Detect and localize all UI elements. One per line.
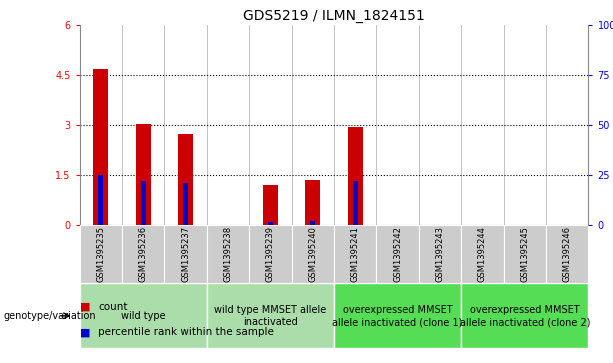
Text: wild type MMSET allele
inactivated: wild type MMSET allele inactivated — [215, 305, 327, 327]
Title: GDS5219 / ILMN_1824151: GDS5219 / ILMN_1824151 — [243, 9, 425, 23]
Bar — [122, 225, 164, 283]
Bar — [310, 221, 316, 225]
Text: GSM1395242: GSM1395242 — [393, 226, 402, 282]
Text: GSM1395238: GSM1395238 — [224, 226, 232, 282]
Bar — [268, 222, 273, 225]
Bar — [419, 225, 461, 283]
Bar — [462, 283, 588, 348]
Bar — [93, 69, 109, 225]
Text: GSM1395236: GSM1395236 — [139, 226, 148, 282]
Bar — [348, 127, 363, 225]
Bar — [504, 225, 546, 283]
Text: count: count — [98, 302, 128, 312]
Text: percentile rank within the sample: percentile rank within the sample — [98, 327, 274, 337]
Bar — [546, 225, 588, 283]
Bar — [334, 283, 461, 348]
Bar — [98, 175, 104, 225]
Bar — [164, 225, 207, 283]
Bar — [305, 180, 321, 225]
Text: GSM1395241: GSM1395241 — [351, 226, 360, 282]
Text: wild type: wild type — [121, 311, 166, 321]
Bar — [136, 123, 151, 225]
Text: GSM1395237: GSM1395237 — [181, 226, 190, 282]
Text: GSM1395243: GSM1395243 — [436, 226, 444, 282]
Text: GSM1395245: GSM1395245 — [520, 226, 530, 282]
Bar — [292, 225, 334, 283]
Bar — [141, 181, 146, 225]
Text: GSM1395239: GSM1395239 — [266, 226, 275, 282]
Text: overexpressed MMSET
allele inactivated (clone 1): overexpressed MMSET allele inactivated (… — [332, 305, 463, 327]
Bar — [376, 225, 419, 283]
Text: ■: ■ — [80, 302, 94, 312]
Bar — [334, 225, 376, 283]
Text: overexpressed MMSET
allele inactivated (clone 2): overexpressed MMSET allele inactivated (… — [460, 305, 590, 327]
Bar — [352, 181, 358, 225]
Bar — [80, 283, 207, 348]
Bar — [178, 134, 193, 225]
Bar — [249, 225, 292, 283]
Text: ■: ■ — [80, 327, 94, 337]
Text: GSM1395246: GSM1395246 — [563, 226, 572, 282]
Bar — [263, 185, 278, 225]
Text: genotype/variation: genotype/variation — [3, 311, 96, 321]
Text: GSM1395240: GSM1395240 — [308, 226, 318, 282]
Bar — [207, 283, 334, 348]
Text: GSM1395244: GSM1395244 — [478, 226, 487, 282]
Bar — [80, 225, 122, 283]
Bar — [462, 225, 504, 283]
Text: GSM1395235: GSM1395235 — [96, 226, 105, 282]
Bar — [183, 183, 188, 225]
Bar — [207, 225, 249, 283]
